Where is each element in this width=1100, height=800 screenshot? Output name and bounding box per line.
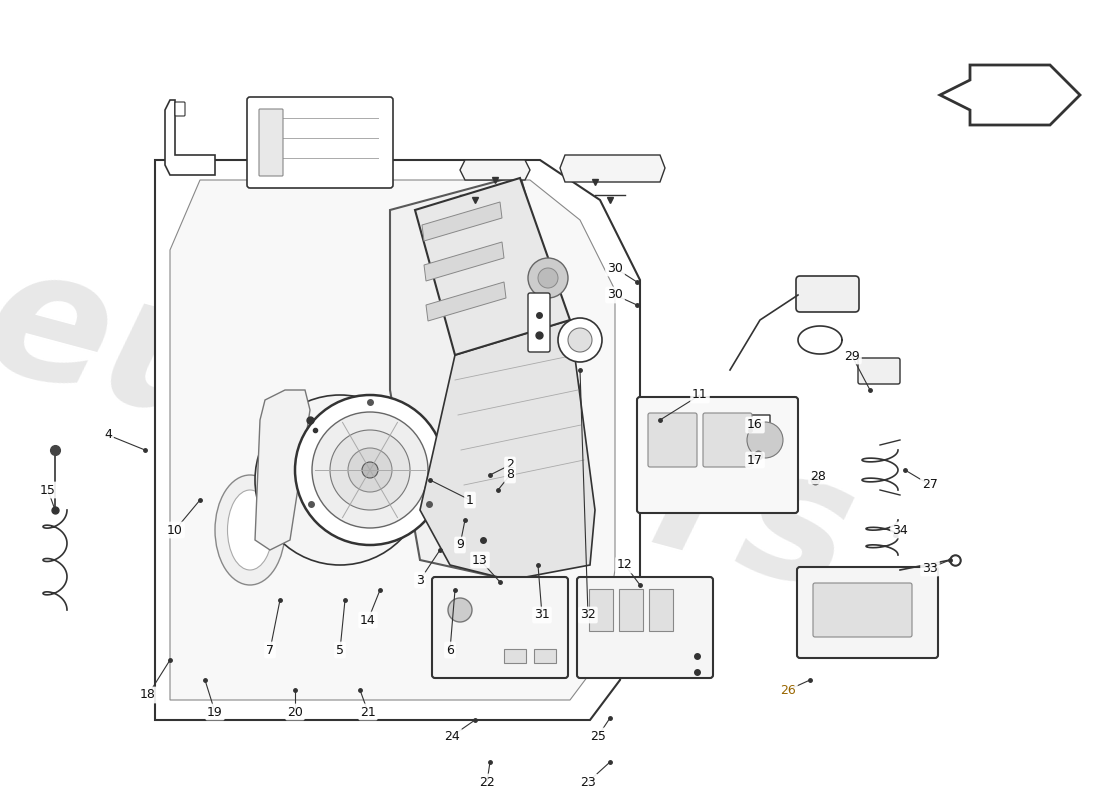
FancyBboxPatch shape (858, 358, 900, 384)
FancyBboxPatch shape (649, 589, 673, 631)
Polygon shape (460, 160, 530, 180)
Polygon shape (420, 320, 595, 580)
Circle shape (312, 412, 428, 528)
Text: 2: 2 (506, 458, 514, 471)
Circle shape (538, 268, 558, 288)
Text: 13: 13 (472, 554, 488, 566)
Polygon shape (452, 418, 520, 532)
Text: 30: 30 (607, 289, 623, 302)
Polygon shape (390, 175, 580, 580)
Text: 30: 30 (607, 262, 623, 274)
Text: 16: 16 (747, 418, 763, 431)
FancyBboxPatch shape (703, 413, 752, 467)
Text: 22: 22 (480, 775, 495, 789)
FancyBboxPatch shape (648, 413, 697, 467)
Text: 34: 34 (892, 523, 907, 537)
Text: 25: 25 (590, 730, 606, 742)
Polygon shape (170, 180, 615, 700)
Polygon shape (446, 405, 530, 545)
Text: 9: 9 (456, 538, 464, 551)
FancyBboxPatch shape (534, 649, 556, 663)
Circle shape (362, 462, 378, 478)
Text: eurocars: eurocars (0, 230, 872, 630)
Text: 10: 10 (167, 523, 183, 537)
Circle shape (348, 448, 392, 492)
Circle shape (255, 395, 425, 565)
Text: a passion for parts since 1985: a passion for parts since 1985 (274, 522, 686, 658)
FancyBboxPatch shape (175, 102, 185, 116)
Text: 27: 27 (922, 478, 938, 491)
FancyBboxPatch shape (637, 397, 798, 513)
FancyBboxPatch shape (796, 276, 859, 312)
Circle shape (568, 328, 592, 352)
FancyBboxPatch shape (504, 649, 526, 663)
Polygon shape (155, 160, 640, 720)
Text: 1: 1 (466, 494, 474, 506)
FancyBboxPatch shape (619, 589, 644, 631)
Text: 3: 3 (416, 574, 424, 586)
Polygon shape (165, 100, 214, 175)
Text: 6: 6 (447, 643, 454, 657)
Polygon shape (255, 390, 310, 550)
Polygon shape (424, 242, 504, 281)
Circle shape (448, 598, 472, 622)
Polygon shape (422, 202, 502, 241)
Text: 19: 19 (207, 706, 223, 718)
Text: 7: 7 (266, 643, 274, 657)
Circle shape (747, 422, 783, 458)
FancyBboxPatch shape (588, 589, 613, 631)
FancyBboxPatch shape (813, 583, 912, 637)
Text: 23: 23 (580, 775, 596, 789)
Text: 8: 8 (506, 469, 514, 482)
FancyBboxPatch shape (798, 567, 938, 658)
Polygon shape (940, 65, 1080, 125)
Text: 24: 24 (444, 730, 460, 742)
Text: 11: 11 (692, 389, 708, 402)
FancyBboxPatch shape (578, 577, 713, 678)
Text: 21: 21 (360, 706, 376, 718)
FancyBboxPatch shape (248, 97, 393, 188)
Text: 12: 12 (617, 558, 632, 571)
Text: 17: 17 (747, 454, 763, 466)
Text: 29: 29 (844, 350, 860, 362)
Text: 28: 28 (810, 470, 826, 482)
Text: 14: 14 (360, 614, 376, 626)
Text: 26: 26 (780, 683, 796, 697)
Text: 20: 20 (287, 706, 303, 718)
Text: 18: 18 (140, 689, 156, 702)
Polygon shape (748, 415, 770, 445)
Text: 5: 5 (336, 643, 344, 657)
FancyBboxPatch shape (432, 577, 568, 678)
Text: 33: 33 (922, 562, 938, 574)
Polygon shape (560, 155, 666, 182)
Ellipse shape (228, 490, 273, 570)
Polygon shape (426, 282, 506, 321)
Text: 4: 4 (104, 429, 112, 442)
Circle shape (330, 430, 410, 510)
FancyBboxPatch shape (528, 293, 550, 352)
Circle shape (558, 318, 602, 362)
Text: 31: 31 (535, 609, 550, 622)
Text: 32: 32 (580, 609, 596, 622)
Circle shape (528, 258, 568, 298)
FancyBboxPatch shape (258, 109, 283, 176)
Circle shape (295, 395, 446, 545)
Ellipse shape (214, 475, 285, 585)
Text: 15: 15 (40, 483, 56, 497)
Polygon shape (415, 178, 570, 355)
